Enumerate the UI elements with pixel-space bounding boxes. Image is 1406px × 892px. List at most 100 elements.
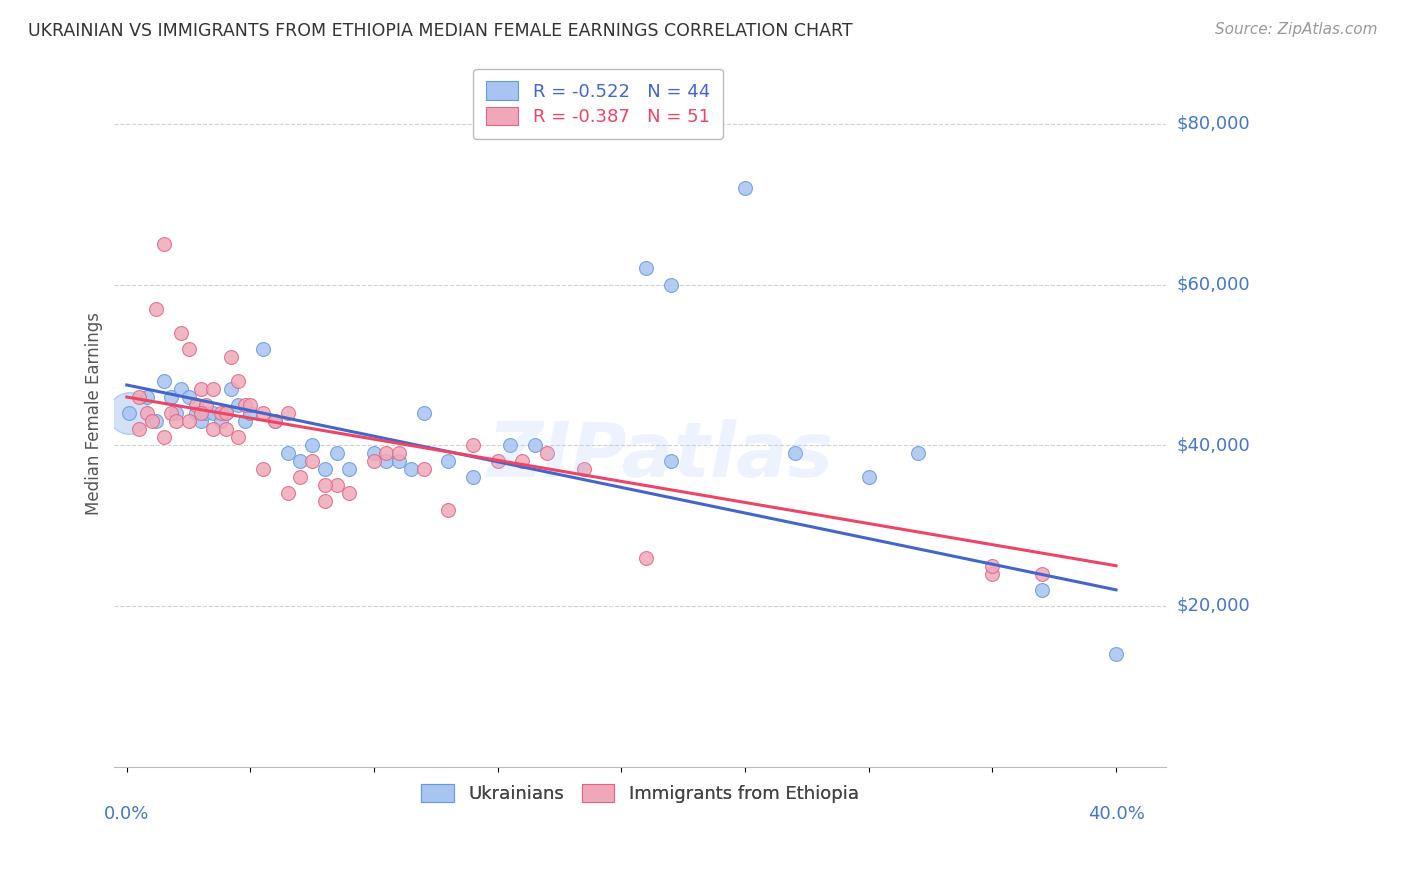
Point	[215, 422, 238, 436]
Point	[437, 454, 460, 468]
Point	[165, 406, 187, 420]
Point	[135, 406, 157, 420]
Y-axis label: Median Female Earnings: Median Female Earnings	[86, 311, 103, 515]
Point	[277, 406, 299, 420]
Point	[160, 390, 183, 404]
Point	[399, 462, 422, 476]
Text: $40,000: $40,000	[1177, 436, 1250, 454]
Point	[512, 454, 534, 468]
Point	[907, 446, 929, 460]
Point	[659, 277, 682, 292]
Point	[264, 414, 287, 428]
Point	[209, 406, 232, 420]
Point	[375, 446, 398, 460]
Point	[412, 406, 434, 420]
Point	[288, 470, 311, 484]
Point	[277, 486, 299, 500]
Point	[388, 446, 411, 460]
Point	[235, 414, 257, 428]
Point	[153, 430, 176, 444]
Point	[499, 438, 522, 452]
Point	[184, 406, 207, 420]
Text: $60,000: $60,000	[1177, 276, 1250, 293]
Point	[184, 398, 207, 412]
Point	[145, 301, 167, 316]
Point	[536, 446, 558, 460]
Point	[219, 382, 242, 396]
Point	[1031, 566, 1053, 581]
Point	[734, 181, 756, 195]
Point	[659, 454, 682, 468]
Point	[783, 446, 806, 460]
Point	[177, 414, 200, 428]
Point	[145, 414, 167, 428]
Point	[252, 342, 274, 356]
Point	[1031, 582, 1053, 597]
Point	[277, 446, 299, 460]
Point	[226, 374, 249, 388]
Point	[194, 398, 217, 412]
Point	[170, 326, 193, 340]
Point	[118, 406, 141, 420]
Point	[252, 406, 274, 420]
Point	[337, 462, 360, 476]
Point	[252, 462, 274, 476]
Legend: Ukrainians, Immigrants from Ethiopia: Ukrainians, Immigrants from Ethiopia	[411, 773, 870, 814]
Point	[314, 494, 336, 508]
Point	[118, 406, 141, 420]
Point	[226, 430, 249, 444]
Point	[314, 478, 336, 492]
Point	[135, 390, 157, 404]
Point	[202, 422, 225, 436]
Point	[264, 414, 287, 428]
Text: 40.0%: 40.0%	[1088, 805, 1144, 823]
Point	[209, 414, 232, 428]
Point	[153, 374, 176, 388]
Point	[170, 382, 193, 396]
Point	[219, 350, 242, 364]
Point	[177, 342, 200, 356]
Point	[363, 454, 385, 468]
Point	[215, 406, 238, 420]
Point	[226, 398, 249, 412]
Point	[486, 454, 509, 468]
Point	[981, 566, 1004, 581]
Point	[141, 414, 163, 428]
Point	[177, 390, 200, 404]
Point	[215, 406, 238, 420]
Point	[194, 406, 217, 420]
Point	[574, 462, 596, 476]
Text: ZIPatlas: ZIPatlas	[488, 418, 834, 492]
Point	[437, 502, 460, 516]
Point	[981, 558, 1004, 573]
Point	[288, 454, 311, 468]
Text: UKRAINIAN VS IMMIGRANTS FROM ETHIOPIA MEDIAN FEMALE EARNINGS CORRELATION CHART: UKRAINIAN VS IMMIGRANTS FROM ETHIOPIA ME…	[28, 22, 853, 40]
Point	[412, 462, 434, 476]
Point	[190, 406, 212, 420]
Point	[239, 406, 262, 420]
Point	[523, 438, 546, 452]
Point	[239, 398, 262, 412]
Point	[202, 382, 225, 396]
Point	[128, 422, 150, 436]
Point	[128, 390, 150, 404]
Point	[301, 454, 323, 468]
Point	[337, 486, 360, 500]
Point	[461, 438, 484, 452]
Point	[190, 414, 212, 428]
Text: Source: ZipAtlas.com: Source: ZipAtlas.com	[1215, 22, 1378, 37]
Text: $80,000: $80,000	[1177, 115, 1250, 133]
Point	[636, 261, 658, 276]
Point	[153, 237, 176, 252]
Point	[326, 446, 349, 460]
Point	[235, 398, 257, 412]
Point	[363, 446, 385, 460]
Point	[461, 470, 484, 484]
Point	[636, 550, 658, 565]
Point	[202, 406, 225, 420]
Text: $20,000: $20,000	[1177, 597, 1250, 615]
Point	[388, 454, 411, 468]
Point	[858, 470, 880, 484]
Point	[160, 406, 183, 420]
Text: 0.0%: 0.0%	[104, 805, 149, 823]
